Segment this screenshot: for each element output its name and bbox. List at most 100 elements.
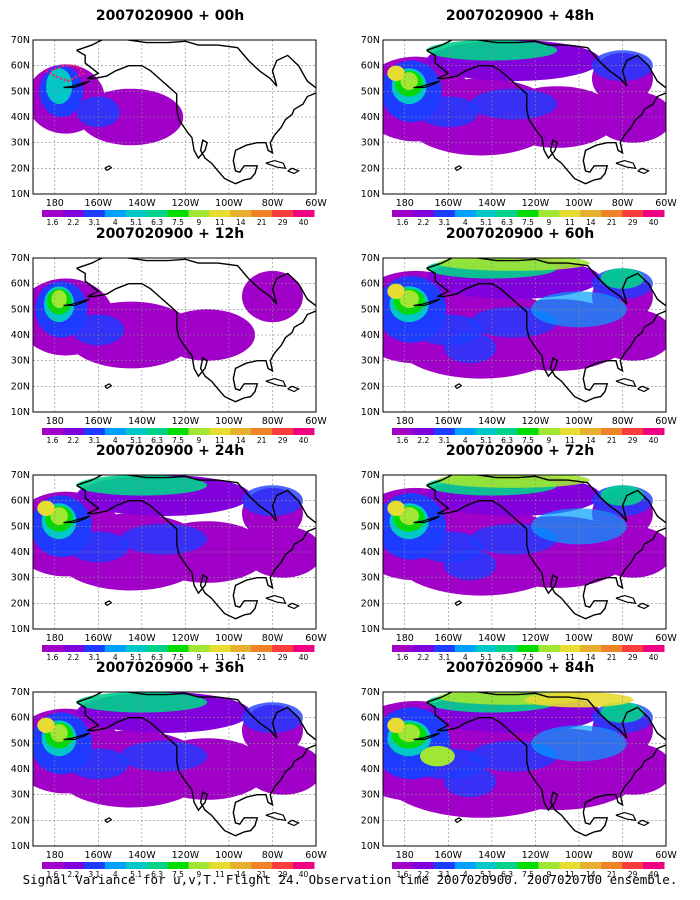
island-outline — [265, 377, 287, 388]
colorbar-swatch — [517, 862, 539, 869]
colorbar-swatch — [454, 428, 477, 435]
flight-track — [45, 64, 85, 83]
colorbar-label: 14 — [236, 436, 246, 445]
latitude-label: 50N — [361, 738, 380, 749]
island-outline — [413, 515, 440, 524]
colorbar-label: 1.6 — [396, 436, 408, 445]
colorbar-label: 1.6 — [396, 870, 408, 879]
longitude-label: 180 — [46, 416, 64, 427]
colorbar-swatch — [412, 645, 435, 652]
island-outline — [582, 475, 584, 476]
longitude-label: 140W — [128, 198, 156, 209]
longitude-label: 180 — [396, 850, 414, 861]
colorbar-label: 5.1 — [480, 870, 492, 879]
latitude-label: 30N — [361, 356, 380, 367]
longitude-label: 140W — [478, 416, 506, 427]
panel-title: 2007020900 + 60h — [445, 226, 595, 242]
colorbar-swatch — [538, 210, 560, 217]
latitude-label: 20N — [361, 598, 380, 609]
longitude-label: 60W — [655, 633, 677, 644]
variance-field — [383, 258, 666, 412]
colorbar-label: 3.1 — [438, 870, 450, 879]
coastline — [426, 258, 666, 403]
colorbar-swatch — [538, 428, 560, 435]
colorbar-label: 11 — [215, 218, 225, 227]
longitude-label: 180 — [46, 633, 64, 644]
coastline — [426, 475, 666, 620]
colorbar-swatch — [559, 428, 581, 435]
colorbar-label: 7.5 — [522, 870, 534, 879]
longitude-label: 80W — [262, 850, 284, 861]
map-panel: 2007020900 + 36h 70N 60N 50N 40N 30N 20N 10N 180… — [0, 660, 340, 879]
colorbar-swatch — [83, 428, 106, 435]
island-outline — [104, 817, 113, 824]
colorbar-label: 21 — [607, 870, 617, 879]
latitude-label: 70N — [11, 35, 30, 46]
colorbar-label: 1.6 — [46, 870, 58, 879]
latitude-label: 70N — [361, 687, 380, 698]
panel-title: 2007020900 + 48h — [445, 8, 595, 24]
latitude-label: 60N — [361, 713, 380, 724]
colorbar-label: 21 — [257, 218, 267, 227]
latitude-label: 30N — [361, 138, 380, 149]
colorbar-label: 29 — [628, 436, 638, 445]
island-outline — [104, 165, 113, 172]
longitude-label: 100W — [215, 416, 243, 427]
colorbar-swatch — [62, 210, 85, 217]
latitude-label: 30N — [11, 138, 30, 149]
longitude-label: 180 — [396, 198, 414, 209]
longitude-label: 160W — [85, 633, 113, 644]
colorbar-swatch — [188, 645, 210, 652]
map-panel: 2007020900 + 48h 70N 60N 50N 40N 30N 20N 10N 180… — [350, 8, 690, 227]
coastline — [76, 258, 316, 403]
colorbar-label: 29 — [628, 218, 638, 227]
longitude-label: 120W — [172, 633, 200, 644]
colorbar-label: 2.2 — [417, 653, 429, 662]
colorbar-swatch — [496, 210, 519, 217]
colorbar-label: 3.1 — [438, 218, 450, 227]
colorbar-label: 5.1 — [130, 218, 142, 227]
colorbar-label: 11 — [565, 436, 575, 445]
colorbar-swatch — [433, 645, 456, 652]
latitude-label: 40N — [11, 112, 30, 123]
colorbar-swatch — [42, 210, 64, 217]
colorbar-swatch — [167, 428, 189, 435]
longitude-label: 160W — [85, 416, 113, 427]
colorbar-swatch — [167, 210, 189, 217]
colorbar-swatch — [496, 862, 519, 869]
colorbar-swatch — [188, 428, 210, 435]
colorbar-label: 9 — [547, 218, 552, 227]
longitude-label: 100W — [215, 850, 243, 861]
island-outline — [104, 600, 113, 607]
island-outline — [413, 80, 440, 89]
colorbar-label: 14 — [586, 218, 596, 227]
variance-map: 70N 60N 50N 40N 30N 20N 10N 180 160W 140W 120W 100W… — [11, 687, 328, 879]
colorbar-swatch — [230, 210, 252, 217]
panel-title: 2007020900 + 24h — [95, 443, 245, 459]
colorbar-swatch — [42, 862, 64, 869]
latitude-label: 70N — [11, 253, 30, 264]
colorbar-label: 29 — [628, 870, 638, 879]
colorbar-swatch — [580, 428, 602, 435]
colorbar-label: 4 — [463, 218, 468, 227]
longitude-label: 160W — [435, 416, 463, 427]
latitude-label: 70N — [11, 470, 30, 481]
longitude-label: 160W — [435, 850, 463, 861]
longitude-label: 180 — [46, 198, 64, 209]
colorbar-swatch — [643, 645, 665, 652]
colorbar-label: 6.3 — [501, 436, 513, 445]
longitude-label: 120W — [172, 850, 200, 861]
coastline — [76, 40, 316, 185]
colorbar-swatch — [188, 210, 210, 217]
latitude-label: 50N — [11, 738, 30, 749]
longitude-label: 120W — [522, 633, 550, 644]
island-outline — [265, 811, 287, 822]
colorbar-label: 5.1 — [480, 436, 492, 445]
longitude-label: 120W — [172, 198, 200, 209]
colorbar-swatch — [580, 210, 602, 217]
colorbar-swatch — [517, 210, 539, 217]
colorbar-swatch — [104, 428, 127, 435]
colorbar-swatch — [167, 645, 189, 652]
longitude-label: 60W — [655, 416, 677, 427]
island-outline — [63, 80, 90, 89]
